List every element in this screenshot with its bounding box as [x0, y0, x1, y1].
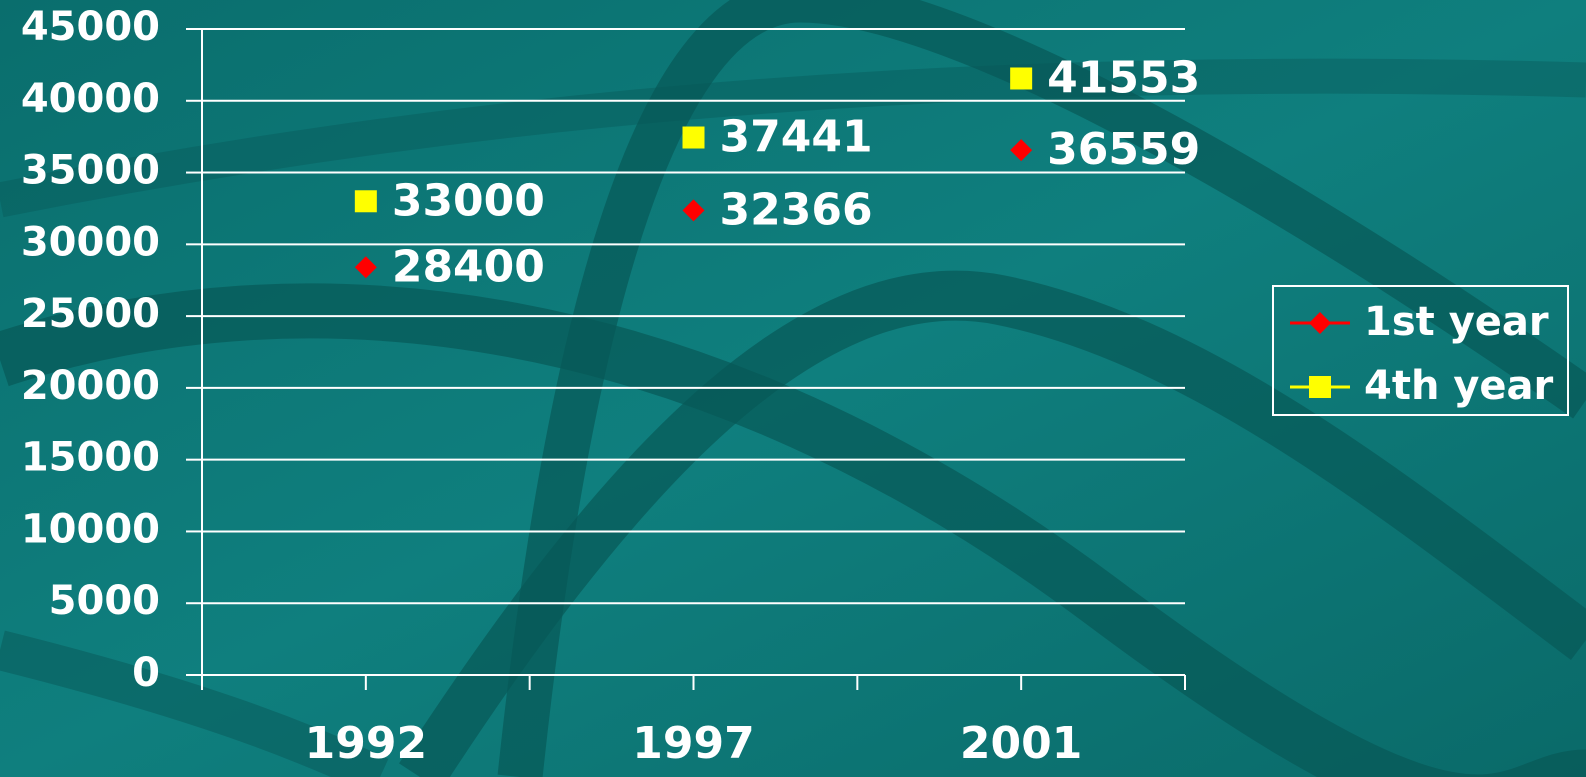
x-tick-label: 2001: [960, 718, 1082, 769]
legend-label: 4th year: [1364, 363, 1554, 409]
y-tick-label: 0: [132, 650, 160, 696]
y-tick-label: 10000: [21, 506, 160, 552]
legend-marker: [1309, 376, 1331, 398]
y-tick-label: 40000: [21, 76, 160, 122]
data-label: 36559: [1047, 124, 1200, 175]
legend-label: 1st year: [1364, 299, 1549, 345]
data-marker: [1010, 67, 1032, 89]
y-tick-label: 25000: [21, 291, 160, 337]
data-marker: [683, 127, 705, 149]
x-tick-label: 1992: [305, 718, 427, 769]
x-tick-label: 1997: [632, 718, 754, 769]
y-tick-label: 35000: [21, 148, 160, 194]
y-tick-label: 5000: [49, 578, 160, 624]
data-label: 28400: [392, 241, 545, 292]
y-tick-label: 20000: [21, 363, 160, 409]
y-tick-label: 45000: [21, 4, 160, 50]
y-tick-label: 30000: [21, 219, 160, 265]
chart: 0 5000 10000 15000 20000 25000 30000 35000 40000…: [0, 0, 1586, 777]
data-label: 41553: [1047, 52, 1200, 103]
page: {"chart_data": {"type": "line", "lines":…: [0, 0, 1586, 777]
data-label: 33000: [392, 175, 545, 226]
y-tick-label: 15000: [21, 435, 160, 481]
data-marker: [355, 190, 377, 212]
data-label: 32366: [720, 184, 873, 235]
data-label: 37441: [720, 112, 873, 163]
